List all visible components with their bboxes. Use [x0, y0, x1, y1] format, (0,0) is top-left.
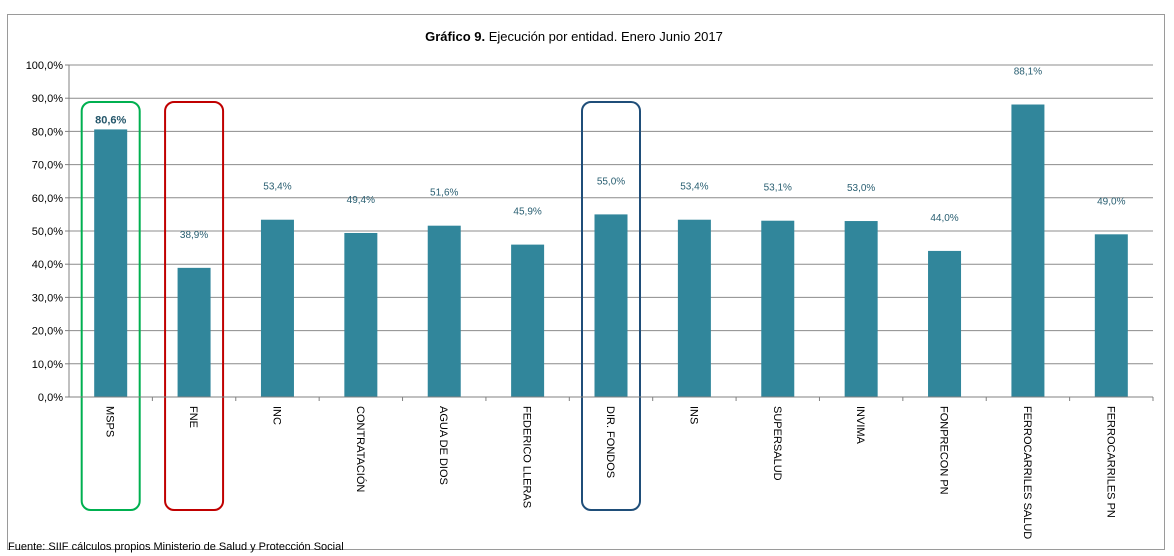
- category-label: FERROCARRILES PN: [1104, 406, 1116, 518]
- y-tick-label: 0,0%: [38, 392, 63, 404]
- gridlines: [69, 64, 1153, 365]
- y-tick-label: 50,0%: [32, 226, 63, 238]
- data-label: 53,0%: [847, 183, 875, 194]
- y-tick-label: 10,0%: [32, 359, 63, 371]
- data-label: 53,4%: [263, 182, 291, 193]
- highlight-boxes: [80, 101, 641, 511]
- data-label: 55,0%: [597, 176, 625, 187]
- source-note: Fuente: SIIF cálculos propios Ministerio…: [8, 541, 344, 553]
- bar: [511, 244, 545, 397]
- bar: [928, 250, 962, 397]
- category-label: FERROCARRILES SALUD: [1021, 406, 1033, 539]
- data-label: 49,0%: [1097, 196, 1125, 207]
- category-label: INC: [270, 406, 282, 425]
- y-tick-label: 70,0%: [32, 160, 63, 172]
- data-label: 49,4%: [347, 195, 375, 206]
- data-label: 45,9%: [513, 207, 541, 218]
- y-tick-label: 100,0%: [26, 60, 64, 72]
- bar: [844, 221, 878, 397]
- category-label: SUPERSALUD: [771, 406, 783, 481]
- chart-title: Gráfico 9. Ejecución por entidad. Enero …: [425, 29, 723, 44]
- bar: [94, 129, 128, 397]
- category-label: FEDERICO LLERAS: [521, 406, 533, 508]
- bar: [344, 232, 378, 397]
- y-tick-label: 60,0%: [32, 193, 63, 205]
- highlight-box: [80, 101, 141, 511]
- y-axis-ticks: 0,0% 10,0% 20,0% 30,0% 40,0% 50,0% 60,0% 70,0% 8…: [26, 60, 69, 404]
- y-tick-label: 20,0%: [32, 326, 63, 338]
- data-label: 53,4%: [680, 182, 708, 193]
- chart-title-rest: Ejecución por entidad. Enero Junio 2017: [485, 29, 723, 44]
- y-tick-label: 80,0%: [32, 126, 63, 138]
- category-label: DIR. FONDOS: [604, 406, 616, 478]
- category-label: CONTRATACIÓN: [354, 406, 367, 492]
- category-label: FONPRECON PN: [938, 406, 950, 495]
- y-tick-label: 90,0%: [32, 93, 63, 105]
- bar: [761, 220, 795, 397]
- category-labels: MSPS FNE INC CONTRATACIÓN AGUA DE DIOS FEDERI…: [104, 397, 1154, 539]
- category-label: MSPS: [104, 406, 116, 437]
- bar: [260, 219, 294, 397]
- data-label: 51,6%: [430, 188, 458, 199]
- bar: [177, 267, 211, 397]
- bar: [594, 214, 628, 397]
- y-tick-label: 40,0%: [32, 259, 63, 271]
- highlight-box: [164, 101, 225, 511]
- data-label: 38,9%: [180, 230, 208, 241]
- data-label: 80,6%: [95, 114, 126, 126]
- data-label: 44,0%: [930, 213, 958, 224]
- bars: [94, 104, 1128, 398]
- highlight-box: [581, 101, 641, 511]
- category-label: AGUA DE DIOS: [437, 406, 449, 485]
- bar: [677, 219, 711, 397]
- data-label: 53,1%: [764, 183, 792, 194]
- y-tick-label: 30,0%: [32, 292, 63, 304]
- chart-title-bold: Gráfico 9.: [425, 29, 485, 44]
- bar: [427, 225, 461, 397]
- data-label: 88,1%: [1014, 67, 1042, 78]
- category-label: INS: [687, 406, 699, 424]
- category-label: INVIMA: [854, 406, 866, 445]
- category-label: FNE: [187, 406, 199, 428]
- bar: [1011, 104, 1045, 398]
- data-labels: 80,6% 38,9% 53,4% 49,4% 51,6% 45,9% 55,0% 53,4%…: [95, 67, 1126, 241]
- bar: [1094, 234, 1128, 397]
